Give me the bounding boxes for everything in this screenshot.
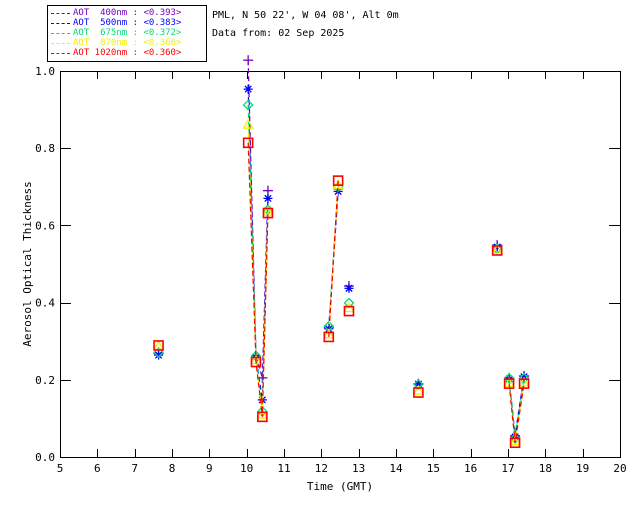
- svg-text:0.0: 0.0: [35, 451, 55, 464]
- series-500nm: [154, 84, 529, 442]
- station-info: PML, N 50 22', W 04 08', Alt 0m: [212, 10, 399, 21]
- plot-header: PML, N 50 22', W 04 08', Alt 0m Data fro…: [212, 7, 399, 43]
- legend-item-label: AOT 400nm : <0.393>: [73, 8, 182, 18]
- svg-text:13: 13: [352, 462, 365, 475]
- axes-frame: [60, 71, 621, 458]
- legend-item: AOT 400nm : <0.393>: [51, 8, 203, 18]
- x-axis-title: Time (GMT): [307, 480, 373, 493]
- legend-line-sample-icon: [51, 42, 70, 44]
- legend-item: AOT 675nm : <0.372>: [51, 28, 203, 38]
- legend-item: AOT 870nm : <0.366>: [51, 38, 203, 48]
- series-870nm: [152, 118, 530, 446]
- svg-text:0.8: 0.8: [35, 142, 55, 155]
- svg-text:17: 17: [501, 462, 514, 475]
- axis-ticks: [60, 71, 621, 458]
- legend-line-sample-icon: [51, 22, 70, 24]
- svg-text:14: 14: [389, 462, 403, 475]
- svg-text:19: 19: [576, 462, 589, 475]
- legend-item-label: AOT 675nm : <0.372>: [73, 28, 182, 38]
- series-400nm: [153, 55, 530, 441]
- legend-item-label: AOT 500nm : <0.383>: [73, 18, 182, 28]
- legend-line-sample-icon: [51, 52, 70, 54]
- svg-text:20: 20: [613, 462, 626, 475]
- y-axis-title: Aerosol Optical Thickness: [21, 181, 34, 347]
- legend-line-sample-icon: [51, 12, 70, 14]
- svg-text:9: 9: [206, 462, 213, 475]
- svg-text:18: 18: [539, 462, 552, 475]
- legend-item-label: AOT 870nm : <0.366>: [73, 38, 182, 48]
- svg-text:5: 5: [57, 462, 64, 475]
- svg-text:8: 8: [169, 462, 176, 475]
- svg-text:1.0: 1.0: [35, 65, 55, 78]
- svg-text:6: 6: [94, 462, 101, 475]
- svg-text:7: 7: [131, 462, 138, 475]
- svg-text:16: 16: [464, 462, 477, 475]
- legend-box: AOT 400nm : <0.393> AOT 500nm : <0.383> AO…: [47, 5, 207, 62]
- svg-text:15: 15: [427, 462, 440, 475]
- svg-text:0.4: 0.4: [35, 297, 55, 310]
- legend-item: AOT 1020nm : <0.360>: [51, 48, 203, 58]
- svg-text:12: 12: [315, 462, 328, 475]
- legend-line-sample-icon: [51, 32, 70, 34]
- series-675nm: [153, 99, 530, 444]
- svg-text:0.2: 0.2: [35, 374, 55, 387]
- svg-text:10: 10: [240, 462, 253, 475]
- axis-tick-labels: 5 6 7 8 9 10 11 12 13 14 15 16 17 18 19 20 0.0 0.2 0.4 0.6 0…: [35, 65, 627, 475]
- data-date: Data from: 02 Sep 2025: [212, 28, 345, 39]
- svg-text:0.6: 0.6: [35, 219, 55, 232]
- legend-item: AOT 500nm : <0.383>: [51, 18, 203, 28]
- series-1020nm: [153, 137, 530, 449]
- svg-text:11: 11: [277, 462, 290, 475]
- legend-item-label: AOT 1020nm : <0.360>: [73, 48, 182, 58]
